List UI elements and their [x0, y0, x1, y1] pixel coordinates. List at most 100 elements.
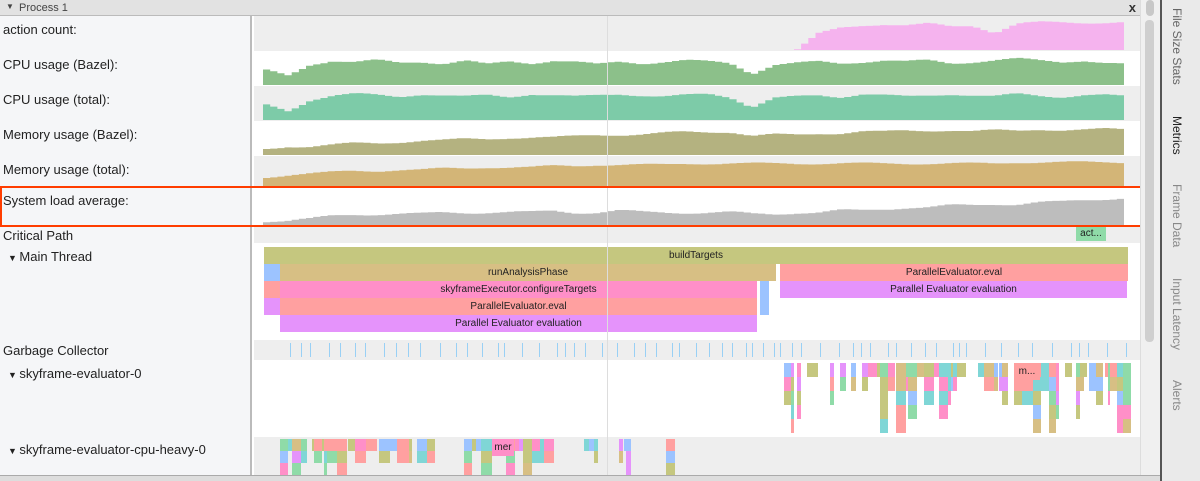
thread-slice[interactable] [1055, 391, 1060, 405]
thread-slice[interactable] [998, 363, 1003, 377]
thread-slice[interactable] [409, 439, 413, 451]
gc-event[interactable] [290, 343, 291, 357]
gc-event[interactable] [869, 343, 871, 357]
evaluator0-slice[interactable]: m... [1014, 363, 1040, 380]
thread-slice[interactable] [471, 439, 477, 451]
thread-slice[interactable] [896, 391, 906, 405]
gc-event[interactable] [792, 343, 794, 357]
gc-event[interactable] [1032, 343, 1034, 357]
slice-run-analysis[interactable]: runAnalysisPhase [280, 264, 776, 281]
gc-event[interactable] [679, 343, 681, 357]
thread-slice[interactable] [796, 405, 802, 419]
gc-event[interactable] [1070, 343, 1072, 357]
thread-slice[interactable] [1033, 391, 1041, 405]
gc-event[interactable] [538, 343, 540, 357]
thread-slice[interactable] [300, 451, 308, 463]
thread-slice[interactable] [626, 451, 631, 463]
thread-slice[interactable] [476, 439, 481, 451]
thread-slice[interactable] [1089, 377, 1097, 391]
cpu-heavy-label[interactable]: ▼ skyframe-evaluator-cpu-heavy-0 [0, 437, 252, 475]
thread-slice[interactable] [292, 439, 301, 451]
thread-slice[interactable] [896, 363, 906, 377]
thread-slice[interactable] [784, 391, 791, 405]
scrollbar-top[interactable] [1146, 0, 1154, 16]
gc-event[interactable] [503, 343, 505, 357]
gc-event[interactable] [819, 343, 821, 357]
thread-slice[interactable] [514, 439, 520, 451]
thread-slice[interactable] [1122, 391, 1131, 405]
thread-slice[interactable] [978, 363, 985, 377]
thread-slice[interactable] [993, 377, 999, 391]
thread-slice[interactable] [879, 377, 889, 391]
thread-slice[interactable] [923, 363, 935, 377]
thread-slice[interactable] [938, 363, 948, 377]
thread-slice[interactable] [908, 377, 918, 391]
gc-event[interactable] [1051, 343, 1053, 357]
thread-slice[interactable] [531, 439, 541, 451]
thread-slice[interactable] [619, 439, 623, 451]
thread-slice[interactable] [292, 451, 301, 463]
thread-slice[interactable] [355, 439, 366, 451]
thread-slice[interactable] [1040, 363, 1050, 377]
gc-event[interactable] [959, 343, 961, 357]
thread-slice[interactable] [426, 439, 435, 451]
thread-slice[interactable] [523, 451, 532, 463]
thread-slice[interactable] [861, 363, 869, 377]
gc-event[interactable] [1087, 343, 1089, 357]
thread-slice[interactable] [938, 405, 948, 419]
thread-slice[interactable] [1096, 377, 1103, 391]
thread-slice[interactable] [666, 439, 676, 451]
gc-event[interactable] [752, 343, 754, 357]
thread-slice[interactable] [417, 439, 427, 451]
thread-slice[interactable] [1107, 391, 1110, 405]
thread-slice[interactable] [311, 439, 315, 451]
thread-slice[interactable] [1013, 377, 1023, 391]
thread-slice[interactable] [1080, 377, 1085, 391]
critical-slice[interactable]: act... [1076, 227, 1106, 241]
thread-slice[interactable] [584, 439, 590, 451]
thread-slice[interactable] [896, 405, 906, 419]
thread-slice[interactable] [324, 463, 328, 475]
gc-event[interactable] [340, 343, 342, 357]
thread-slice[interactable] [1064, 363, 1072, 377]
thread-slice[interactable] [666, 463, 676, 475]
thread-slice[interactable] [1075, 391, 1081, 405]
thread-slice[interactable] [784, 363, 791, 377]
thread-slice[interactable] [292, 463, 301, 475]
thread-slice[interactable] [850, 363, 857, 377]
slice-pe-eval-left[interactable]: ParallelEvaluator.eval [280, 298, 757, 315]
slice-small[interactable] [264, 264, 280, 281]
thread-slice[interactable] [666, 451, 676, 463]
gc-event[interactable] [1018, 343, 1020, 357]
gc-event[interactable] [708, 343, 710, 357]
thread-slice[interactable] [593, 451, 598, 463]
thread-slice[interactable] [923, 391, 935, 405]
thread-slice[interactable] [523, 463, 532, 475]
main-thread-label[interactable]: ▼ Main Thread [0, 243, 252, 340]
thread-slice[interactable] [993, 363, 999, 377]
thread-slice[interactable] [998, 377, 1003, 391]
gc-event[interactable] [952, 343, 954, 357]
thread-slice[interactable] [1116, 391, 1123, 405]
thread-slice[interactable] [1096, 391, 1103, 405]
gc-event[interactable] [1106, 343, 1108, 357]
thread-slice[interactable] [1075, 405, 1081, 419]
thread-slice[interactable] [876, 363, 880, 377]
gc-event[interactable] [564, 343, 566, 357]
thread-slice[interactable] [879, 363, 889, 377]
gc-event[interactable] [584, 343, 586, 357]
thread-slice[interactable] [1055, 363, 1060, 377]
gc-event[interactable] [911, 343, 913, 357]
thread-slice[interactable] [619, 451, 623, 463]
thread-slice[interactable] [1109, 363, 1117, 377]
thread-slice[interactable] [355, 451, 366, 463]
thread-slice[interactable] [389, 439, 398, 451]
gc-event[interactable] [1078, 343, 1080, 357]
thread-slice[interactable] [796, 377, 802, 391]
gc-event[interactable] [466, 343, 468, 357]
tab-alerts[interactable]: Alerts [1170, 380, 1184, 411]
thread-slice[interactable] [324, 451, 328, 463]
thread-slice[interactable] [790, 377, 794, 391]
thread-slice[interactable] [1089, 363, 1097, 377]
thread-slice[interactable] [957, 363, 966, 377]
